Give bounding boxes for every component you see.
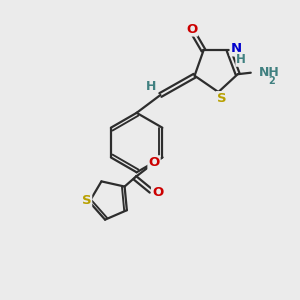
Text: N: N	[231, 42, 242, 56]
Text: S: S	[217, 92, 226, 105]
Text: O: O	[152, 186, 163, 199]
Text: S: S	[82, 194, 91, 207]
Text: O: O	[148, 156, 160, 169]
Text: NH: NH	[259, 66, 280, 79]
Text: H: H	[146, 80, 157, 93]
Text: H: H	[236, 53, 246, 66]
Text: O: O	[186, 22, 197, 35]
Text: 2: 2	[268, 76, 275, 86]
